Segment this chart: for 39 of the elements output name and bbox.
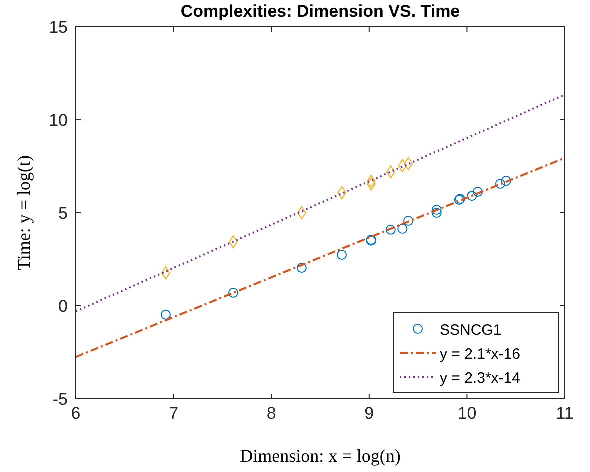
point [366,174,376,188]
point [338,186,347,200]
point [404,157,414,170]
legend-label: y = 2.3*x-14 [440,370,520,387]
y-tick-label: -5 [52,390,68,409]
y-tick-label: 0 [58,297,68,316]
x-tick-label: 7 [169,404,179,423]
point [297,206,306,220]
y-tick-label: 15 [49,18,68,37]
point [472,186,483,197]
point [386,224,396,235]
x-tick-label: 11 [556,404,574,423]
point [386,166,396,179]
point [161,266,170,280]
legend-label: SSNCG1 [440,322,502,339]
point [337,250,348,260]
point [398,159,408,172]
point [404,216,414,226]
point [160,310,171,320]
x-tick-label: 6 [71,404,81,423]
point [432,208,442,218]
point [296,263,307,274]
x-tick-label: 10 [458,404,477,423]
point [366,178,376,191]
x-tick-label: 9 [364,404,374,423]
chart-title: Complexities: Dimension VS. Time [180,2,460,21]
y-axis-title: Time: y = log(t) [14,156,34,270]
point [398,224,408,234]
point [228,236,238,249]
legend-label: y = 2.1*x-16 [440,346,520,363]
x-tick-label: 8 [266,404,276,423]
point [432,205,442,216]
y-tick-label: 10 [49,111,68,130]
point [495,178,506,189]
point [467,191,478,202]
point [501,176,512,186]
point [228,288,238,298]
x-axis-title: Dimension: x = log(n) [240,446,401,466]
y-tick-label: 5 [58,204,68,223]
